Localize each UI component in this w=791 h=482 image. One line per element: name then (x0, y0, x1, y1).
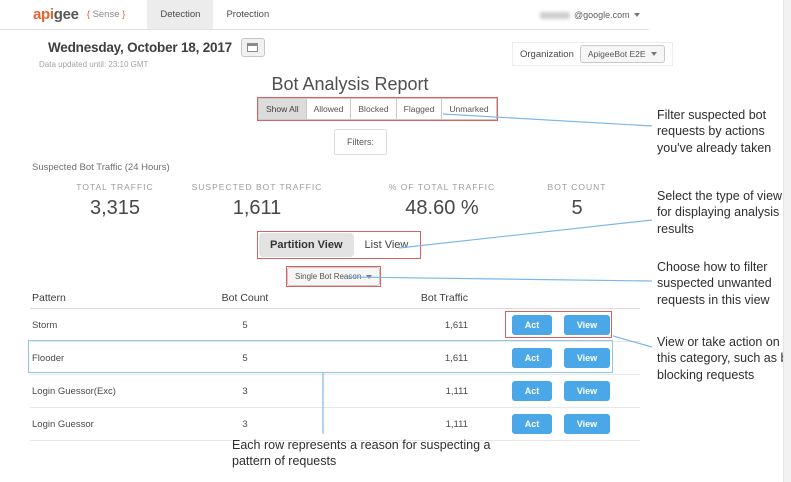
apigee-logo: apigee { Sense } (0, 0, 125, 29)
brace-close: } (122, 9, 126, 20)
row-actions: Act View (468, 315, 640, 335)
col-bot-count: Bot Count (221, 291, 269, 304)
table-header: Pattern Bot Count Bot Traffic (30, 287, 640, 309)
view-tabs: Partition View List View (258, 232, 421, 258)
metric-value: 3,315 (89, 197, 141, 219)
report-date: Wednesday, October 18, 2017 (48, 40, 232, 55)
row-actions: Act View (468, 348, 640, 368)
organization-value: ApigeeBot E2E (587, 49, 646, 59)
act-button[interactable]: Act (512, 315, 552, 335)
filter-unmarked[interactable]: Unmarked (449, 104, 489, 114)
metric-suspected-bot-traffic: SUSPECTED BOT TRAFFIC 1,611 (177, 182, 337, 220)
metric-total-traffic: TOTAL TRAFFIC 3,315 (40, 182, 190, 220)
table-row-login-guessor-exc: Login Guessor(Exc) 3 1,111 Act View (30, 375, 640, 408)
metric-label: BOT COUNT (547, 182, 607, 192)
pattern-cell: Login Guessor(Exc) (32, 385, 116, 397)
view-button[interactable]: View (564, 381, 610, 401)
metric-label: % OF TOTAL TRAFFIC (388, 182, 496, 192)
brace-open: { (86, 9, 90, 20)
redacted-username (540, 11, 570, 19)
col-bot-traffic: Bot Traffic (420, 291, 468, 304)
view-button[interactable]: View (564, 348, 610, 368)
pattern-cell: Storm (32, 319, 58, 331)
bot-traffic-cell: 1,611 (444, 319, 468, 331)
annotation-filter: Filter suspected bot requests by actions… (657, 108, 772, 155)
bot-count-cell: 3 (242, 385, 248, 397)
row-actions: Act View (468, 414, 640, 434)
annotation-view-type: Select the type of view for displaying a… (657, 189, 783, 236)
table-row-flooder: Flooder 5 1,611 Act View (30, 342, 640, 375)
table-row-storm: Storm 5 1,611 Act View (30, 309, 640, 342)
sense-product-badge: { Sense } (87, 9, 126, 20)
metrics-section-title: Suspected Bot Traffic (24 Hours) (32, 162, 170, 173)
view-tabs-callout: Partition View List View (257, 231, 422, 259)
filter-flagged[interactable]: Flagged (397, 99, 443, 119)
chevron-down-icon (366, 274, 373, 279)
reason-filter-callout: Single Bot Reason (286, 266, 382, 287)
act-button[interactable]: Act (512, 414, 552, 434)
pattern-cell: Login Guessor (32, 418, 94, 430)
logo-gee: gee (53, 6, 79, 23)
metric-label: TOTAL TRAFFIC (76, 182, 154, 192)
page-title: Bot Analysis Report (271, 74, 429, 94)
table-row-login-guessor: Login Guessor 3 1,111 Act View (30, 408, 640, 441)
metric-value: 1,611 (232, 197, 282, 219)
organization-dropdown[interactable]: ApigeeBot E2E (579, 45, 665, 63)
metric-percent-total-traffic: % OF TOTAL TRAFFIC 48.60 % (352, 182, 532, 220)
action-filter-callout: Show All Allowed Blocked Flagged Unmarke… (257, 97, 498, 121)
filter-show-all[interactable]: Show All (259, 99, 307, 119)
filter-allowed[interactable]: Allowed (307, 99, 352, 119)
calendar-button[interactable] (240, 38, 265, 57)
logo-api: api (33, 6, 54, 23)
act-button[interactable]: Act (512, 348, 552, 368)
bot-traffic-cell: 1,111 (445, 418, 468, 430)
chevron-down-icon (650, 52, 657, 56)
metric-bot-count: BOT COUNT 5 (517, 182, 637, 220)
tab-partition-view[interactable]: Partition View (259, 233, 354, 257)
metric-value: 48.60 % (405, 197, 479, 219)
view-button[interactable]: View (564, 315, 610, 335)
nav-tab-detection[interactable]: Detection (147, 0, 214, 29)
row-actions: Act View (468, 381, 640, 401)
calendar-icon (247, 43, 259, 52)
nav-tab-protection[interactable]: Protection (226, 9, 270, 20)
product-name: Sense (92, 9, 120, 20)
annotation-actions: View or take action on this category, su… (657, 335, 791, 382)
metric-label: SUSPECTED BOT TRAFFIC (191, 182, 323, 192)
bot-traffic-cell: 1,611 (444, 352, 468, 364)
account-menu[interactable]: @google.com (540, 0, 640, 30)
pattern-table: Pattern Bot Count Bot Traffic Storm 5 1,… (30, 287, 640, 441)
date-row: Wednesday, October 18, 2017 (48, 38, 265, 57)
view-button[interactable]: View (564, 414, 610, 434)
bot-count-cell: 3 (242, 418, 248, 430)
col-pattern: Pattern (32, 291, 66, 304)
bot-count-cell: 5 (242, 319, 248, 331)
bot-reason-dropdown[interactable]: Single Bot Reason (287, 267, 381, 286)
bot-traffic-cell: 1,111 (445, 385, 468, 397)
data-updated-label: Data updated until: 23:10 GMT (39, 60, 149, 69)
organization-label: Organization (520, 48, 574, 60)
metric-value: 5 (571, 197, 583, 219)
tab-list-view[interactable]: List View (364, 239, 409, 251)
pattern-cell: Flooder (32, 352, 65, 364)
top-navbar: apigee { Sense } Detection Protection @g… (0, 0, 649, 30)
action-filter-group: Show All Allowed Blocked Flagged Unmarke… (258, 98, 497, 120)
bot-reason-value: Single Bot Reason (295, 272, 362, 281)
filters-button[interactable]: Filters: (334, 129, 387, 155)
scrollbar[interactable] (783, 0, 791, 482)
organization-selector: Organization ApigeeBot E2E (512, 42, 673, 66)
annotation-rows: Each row represents a reason for suspect… (232, 438, 491, 469)
chevron-down-icon (633, 13, 640, 17)
bot-count-cell: 5 (242, 352, 248, 364)
act-button[interactable]: Act (512, 381, 552, 401)
apigee-logo-text: apigee (33, 6, 79, 23)
account-email: @google.com (574, 10, 630, 20)
filter-blocked[interactable]: Blocked (351, 99, 397, 119)
nav-tabs: Detection Protection (147, 0, 282, 29)
annotation-reason: Choose how to filter suspected unwanted … (657, 260, 772, 307)
